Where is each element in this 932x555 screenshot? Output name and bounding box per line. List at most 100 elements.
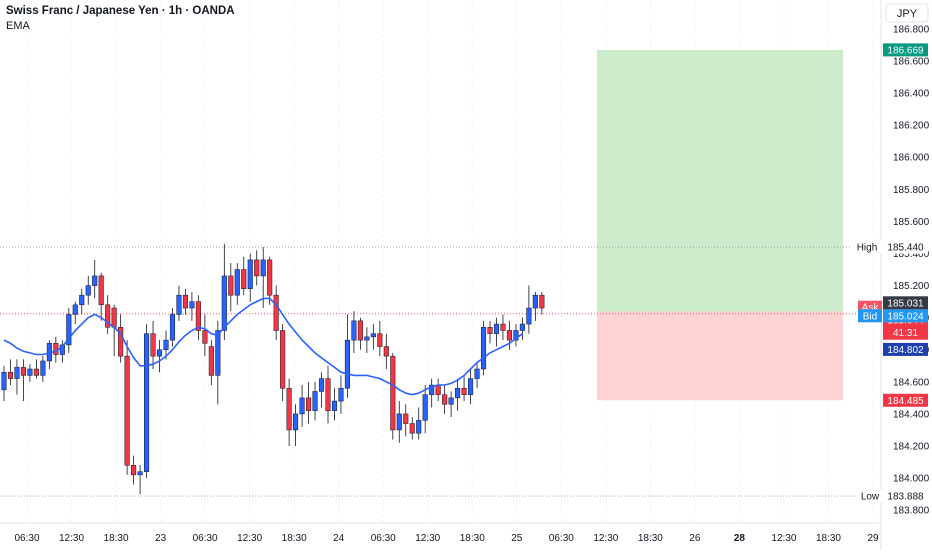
x-tick-label: 25: [511, 533, 523, 544]
candle-body: [72, 304, 78, 315]
candle: [306, 381, 312, 424]
x-tick-label: 18:30: [816, 533, 841, 544]
candle: [98, 272, 104, 321]
candle-body: [234, 269, 240, 296]
candle-body: [468, 378, 474, 395]
candle-body: [260, 259, 266, 277]
candle-body: [221, 275, 227, 331]
candle-body: [176, 294, 182, 315]
y-tick-label: 186.400: [893, 89, 930, 100]
countdown-text: 41:31: [893, 328, 918, 339]
candle: [273, 285, 279, 341]
candle: [208, 340, 214, 386]
candle-body: [422, 394, 428, 421]
low-label-bg: [858, 489, 882, 503]
chart-header: Swiss Franc / Japanese Yen · 1h · OANDA …: [6, 4, 235, 33]
y-tick-label: 184.400: [893, 409, 930, 420]
profit-zone[interactable]: [597, 49, 843, 312]
candle: [85, 275, 91, 305]
candle-body: [429, 384, 435, 395]
x-tick-label: 18:30: [104, 533, 129, 544]
candle-body: [85, 285, 91, 296]
candle: [33, 359, 39, 379]
candle-body: [390, 355, 396, 431]
candle: [390, 352, 396, 440]
y-tick-label: 183.800: [893, 506, 930, 517]
candle-body: [487, 327, 493, 334]
candle: [228, 263, 234, 312]
x-tick-label: 12:30: [237, 533, 262, 544]
candle-body: [195, 301, 201, 331]
indicator-legend[interactable]: EMA: [6, 20, 30, 32]
candle-body: [318, 378, 325, 392]
bid-label-bg: [858, 309, 882, 323]
candle-body: [247, 259, 253, 290]
y-tick-label: 184.200: [893, 441, 930, 452]
symbol-title[interactable]: Swiss Franc / Japanese Yen · 1h · OANDA: [6, 5, 235, 17]
low-value-text: 183.888: [887, 492, 924, 503]
x-tick-label: 23: [155, 533, 167, 544]
candle-body: [20, 367, 26, 376]
candle-body: [403, 413, 409, 424]
candle: [377, 320, 383, 357]
candle-body: [124, 355, 130, 466]
x-tick-label: 29: [867, 533, 879, 544]
high-label-bg: [852, 240, 882, 254]
candle: [370, 324, 376, 350]
candle: [254, 250, 260, 286]
candle: [221, 243, 227, 341]
candle-body: [442, 394, 448, 405]
candle: [493, 317, 500, 347]
x-tick-label: 06:30: [549, 533, 574, 544]
candle-body: [27, 368, 33, 376]
candle: [325, 365, 331, 424]
y-tick-label: 186.200: [893, 121, 930, 132]
position-zones[interactable]: [597, 49, 843, 401]
candle: [1, 365, 7, 402]
candle: [286, 378, 292, 446]
stop-badge: 184.485: [883, 393, 928, 407]
time-axis[interactable]: 06:30 12:30 18:30 23 06:30 12:30 18:30 24 06:30 1…: [14, 533, 879, 544]
candle-body: [144, 333, 150, 472]
candle: [474, 362, 480, 389]
candle: [422, 385, 428, 434]
candle: [150, 320, 156, 369]
x-tick-label: 06:30: [371, 533, 396, 544]
candle: [169, 308, 176, 347]
candle-body: [306, 397, 312, 411]
candle: [20, 359, 26, 402]
candle-body: [474, 368, 480, 379]
candle: [312, 381, 318, 421]
candle: [59, 340, 65, 363]
target-badge-text: 186.669: [887, 45, 924, 56]
y-tick-label: 184.600: [893, 377, 930, 388]
candle: [396, 401, 402, 443]
candle-body: [377, 333, 383, 347]
candle: [344, 314, 350, 398]
candle-body: [506, 330, 512, 341]
y-tick-label: 185.400: [893, 249, 930, 260]
high-value-text: 185.440: [887, 243, 924, 254]
candle-body: [396, 413, 402, 431]
candle: [468, 368, 474, 405]
candle: [513, 324, 519, 347]
candle: [383, 333, 389, 369]
loss-zone[interactable]: [597, 311, 843, 401]
candle-body: [7, 371, 14, 379]
x-tick-label: 26: [689, 533, 701, 544]
candle: [532, 291, 538, 321]
candle-body: [409, 423, 415, 434]
currency-button[interactable]: JPY: [885, 3, 929, 23]
x-tick-label: 24: [333, 533, 345, 544]
candle: [27, 364, 33, 382]
price-labels: 186.669 184.485 184.802 High 185.440 Ask 185.0…: [852, 43, 928, 503]
candle: [234, 263, 240, 305]
candle-body: [189, 301, 195, 309]
x-tick-label: 12:30: [415, 533, 440, 544]
candle-body: [526, 307, 532, 325]
candle-body: [169, 314, 176, 341]
low-value: 183.888: [883, 489, 928, 503]
high-value-bg: [883, 240, 928, 254]
